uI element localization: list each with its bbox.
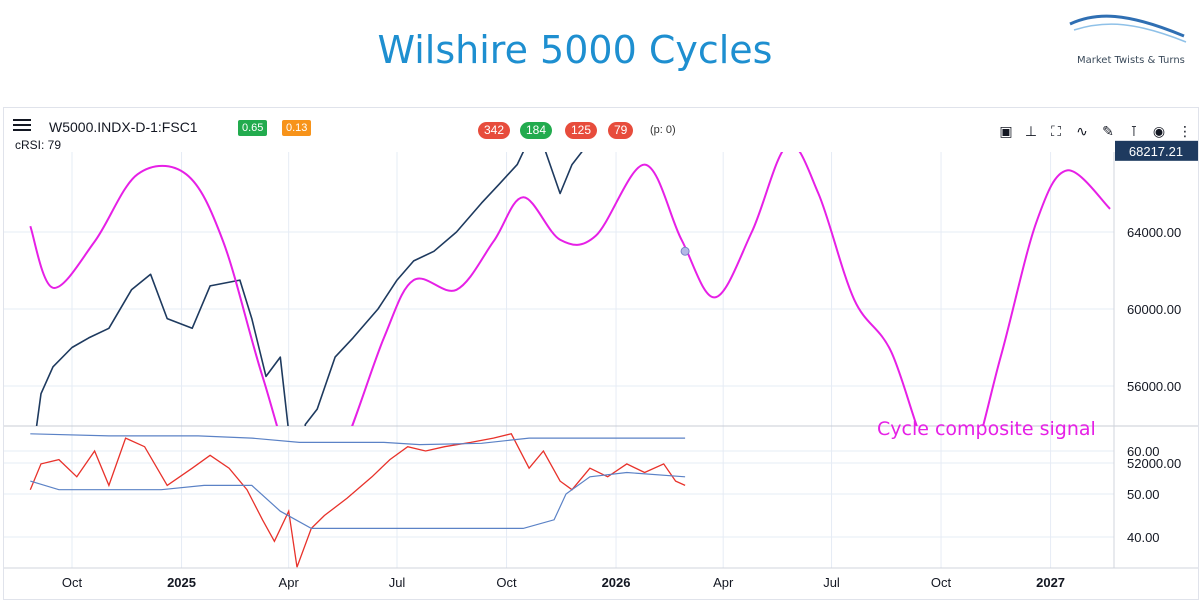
rsi-tick-label: 40.00 [1127, 530, 1160, 545]
last-price-badge [1115, 140, 1198, 161]
x-tick-label: Jul [823, 575, 840, 590]
x-tick-label: Apr [713, 575, 734, 590]
page-title: Wilshire 5000 Cycles [377, 28, 773, 72]
hamburger-menu-icon[interactable] [13, 119, 31, 133]
price-tick-label: 60000.00 [1127, 302, 1181, 317]
fullscreen-icon[interactable]: ⛶ [1051, 123, 1061, 139]
x-tick-label: 2026 [602, 575, 631, 590]
more-icon[interactable]: ⋮ [1178, 123, 1192, 139]
x-tick-label: Oct [496, 575, 517, 590]
price-tick-label: 52000.00 [1127, 456, 1181, 471]
rsi-tick-label: 60.00 [1127, 444, 1160, 459]
last-price-label: 68217.21 [1129, 144, 1183, 159]
pill-184: 184 [520, 122, 553, 139]
logo-text: Market Twists & Turns [1077, 55, 1185, 66]
upper-band-line [30, 433, 686, 446]
rsi-tick-label: 50.00 [1127, 487, 1160, 502]
price-plot [29, 152, 1111, 426]
x-tick-label: 2027 [1036, 575, 1065, 590]
chart-svg[interactable]: Cycle composite signal 64000.00 60000.00 56… [4, 108, 1198, 599]
alert-icon[interactable]: ⊺ [1130, 123, 1138, 139]
lower-band-line [30, 471, 686, 529]
symbol-label[interactable]: W5000.INDX-D-1:FSC1 [49, 119, 198, 135]
draw-icon[interactable]: ✎ [1102, 123, 1114, 139]
price-tick-label: 64000.00 [1127, 225, 1181, 240]
swoosh-logo-icon [1069, 14, 1187, 43]
cycle-marker-point [680, 246, 690, 256]
x-tick-label: 2025 [167, 575, 196, 590]
x-tick-label: Jul [389, 575, 406, 590]
save-icon[interactable]: ▣ [999, 123, 1013, 139]
pill-79: 79 [608, 122, 634, 139]
rsi-plot [29, 433, 686, 568]
crsi-line [29, 433, 686, 568]
compare-icon[interactable]: ∿ [1076, 123, 1088, 139]
cycle-composite-line [29, 152, 1111, 426]
orange-value-badge: 0.13 [282, 120, 312, 136]
pin-icon[interactable]: ⊥ [1024, 123, 1038, 139]
pill-342: 342 [478, 122, 511, 139]
green-value-badge: 0.65 [238, 120, 268, 136]
chart-panel[interactable]: W5000.INDX-D-1:FSC1 0.65 0.13 cRSI: 79 3… [3, 107, 1199, 600]
pill-125: 125 [565, 122, 598, 139]
crsi-label: cRSI: 79 [15, 138, 62, 152]
x-tick-label: Oct [62, 575, 83, 590]
p-count: (p: 0) [650, 124, 676, 136]
chart-toolbar: W5000.INDX-D-1:FSC1 0.65 0.13 cRSI: 79 3… [4, 108, 1198, 152]
price-tick-label: 56000.00 [1127, 379, 1181, 394]
w5000-price-line [35, 152, 583, 426]
cycle-signal-annotation: Cycle composite signal [877, 418, 1096, 440]
x-tick-label: Apr [279, 575, 300, 590]
x-tick-label: Oct [931, 575, 952, 590]
eye-icon[interactable]: ◉ [1152, 123, 1166, 139]
